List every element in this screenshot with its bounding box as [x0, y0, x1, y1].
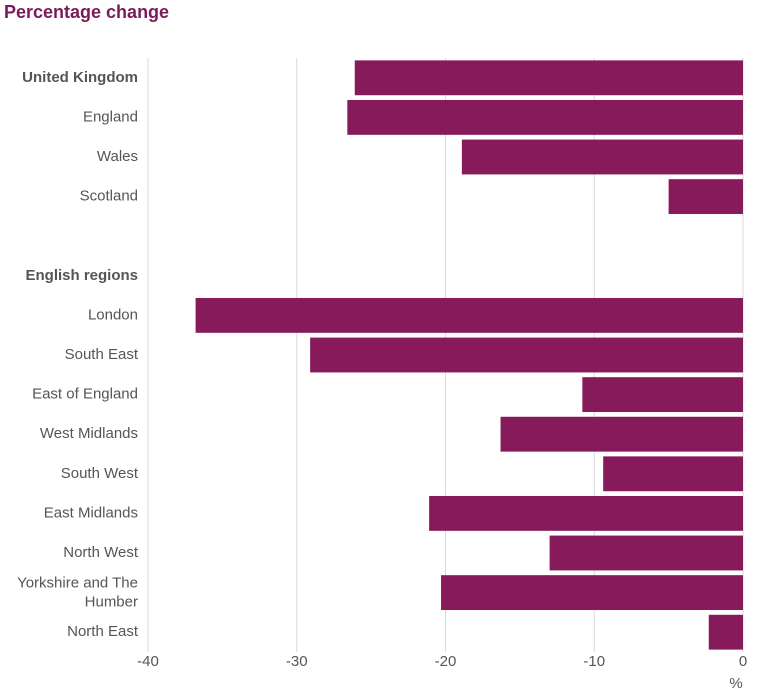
bar: [441, 575, 743, 611]
y-tick-label: East of England: [32, 386, 138, 403]
bar: [668, 179, 743, 215]
bar: [347, 99, 743, 135]
bar: [708, 614, 743, 650]
x-tick-label: -20: [435, 653, 457, 670]
bar: [500, 416, 743, 452]
bar: [461, 139, 743, 175]
y-tick-label: South West: [61, 465, 139, 482]
y-tick-label: English regions: [25, 267, 138, 284]
y-tick-label: North West: [63, 544, 139, 561]
bar: [549, 535, 743, 571]
x-tick-label: -40: [137, 653, 159, 670]
y-tick-label: United Kingdom: [22, 69, 138, 86]
x-axis-label: %: [729, 675, 742, 692]
chart-title: Percentage change: [4, 2, 169, 22]
bar: [603, 456, 743, 492]
bar: [354, 60, 743, 96]
y-tick-label: London: [88, 306, 138, 323]
x-tick-label: -10: [583, 653, 605, 670]
bar: [582, 377, 743, 413]
y-tick-label: Wales: [97, 148, 138, 165]
x-tick-label: 0: [739, 653, 747, 670]
x-tick-label: -30: [286, 653, 308, 670]
bar: [429, 495, 743, 531]
y-tick-label: South East: [65, 346, 139, 363]
y-tick-label: East Midlands: [44, 504, 138, 521]
y-tick-label: England: [83, 108, 138, 125]
bar: [195, 297, 744, 333]
bar: [310, 337, 743, 373]
y-tick-label: Yorkshire and The Humber: [17, 575, 138, 611]
y-tick-label: North East: [67, 623, 139, 640]
y-tick-label: Scotland: [80, 188, 138, 205]
y-tick-label: West Midlands: [40, 425, 138, 442]
